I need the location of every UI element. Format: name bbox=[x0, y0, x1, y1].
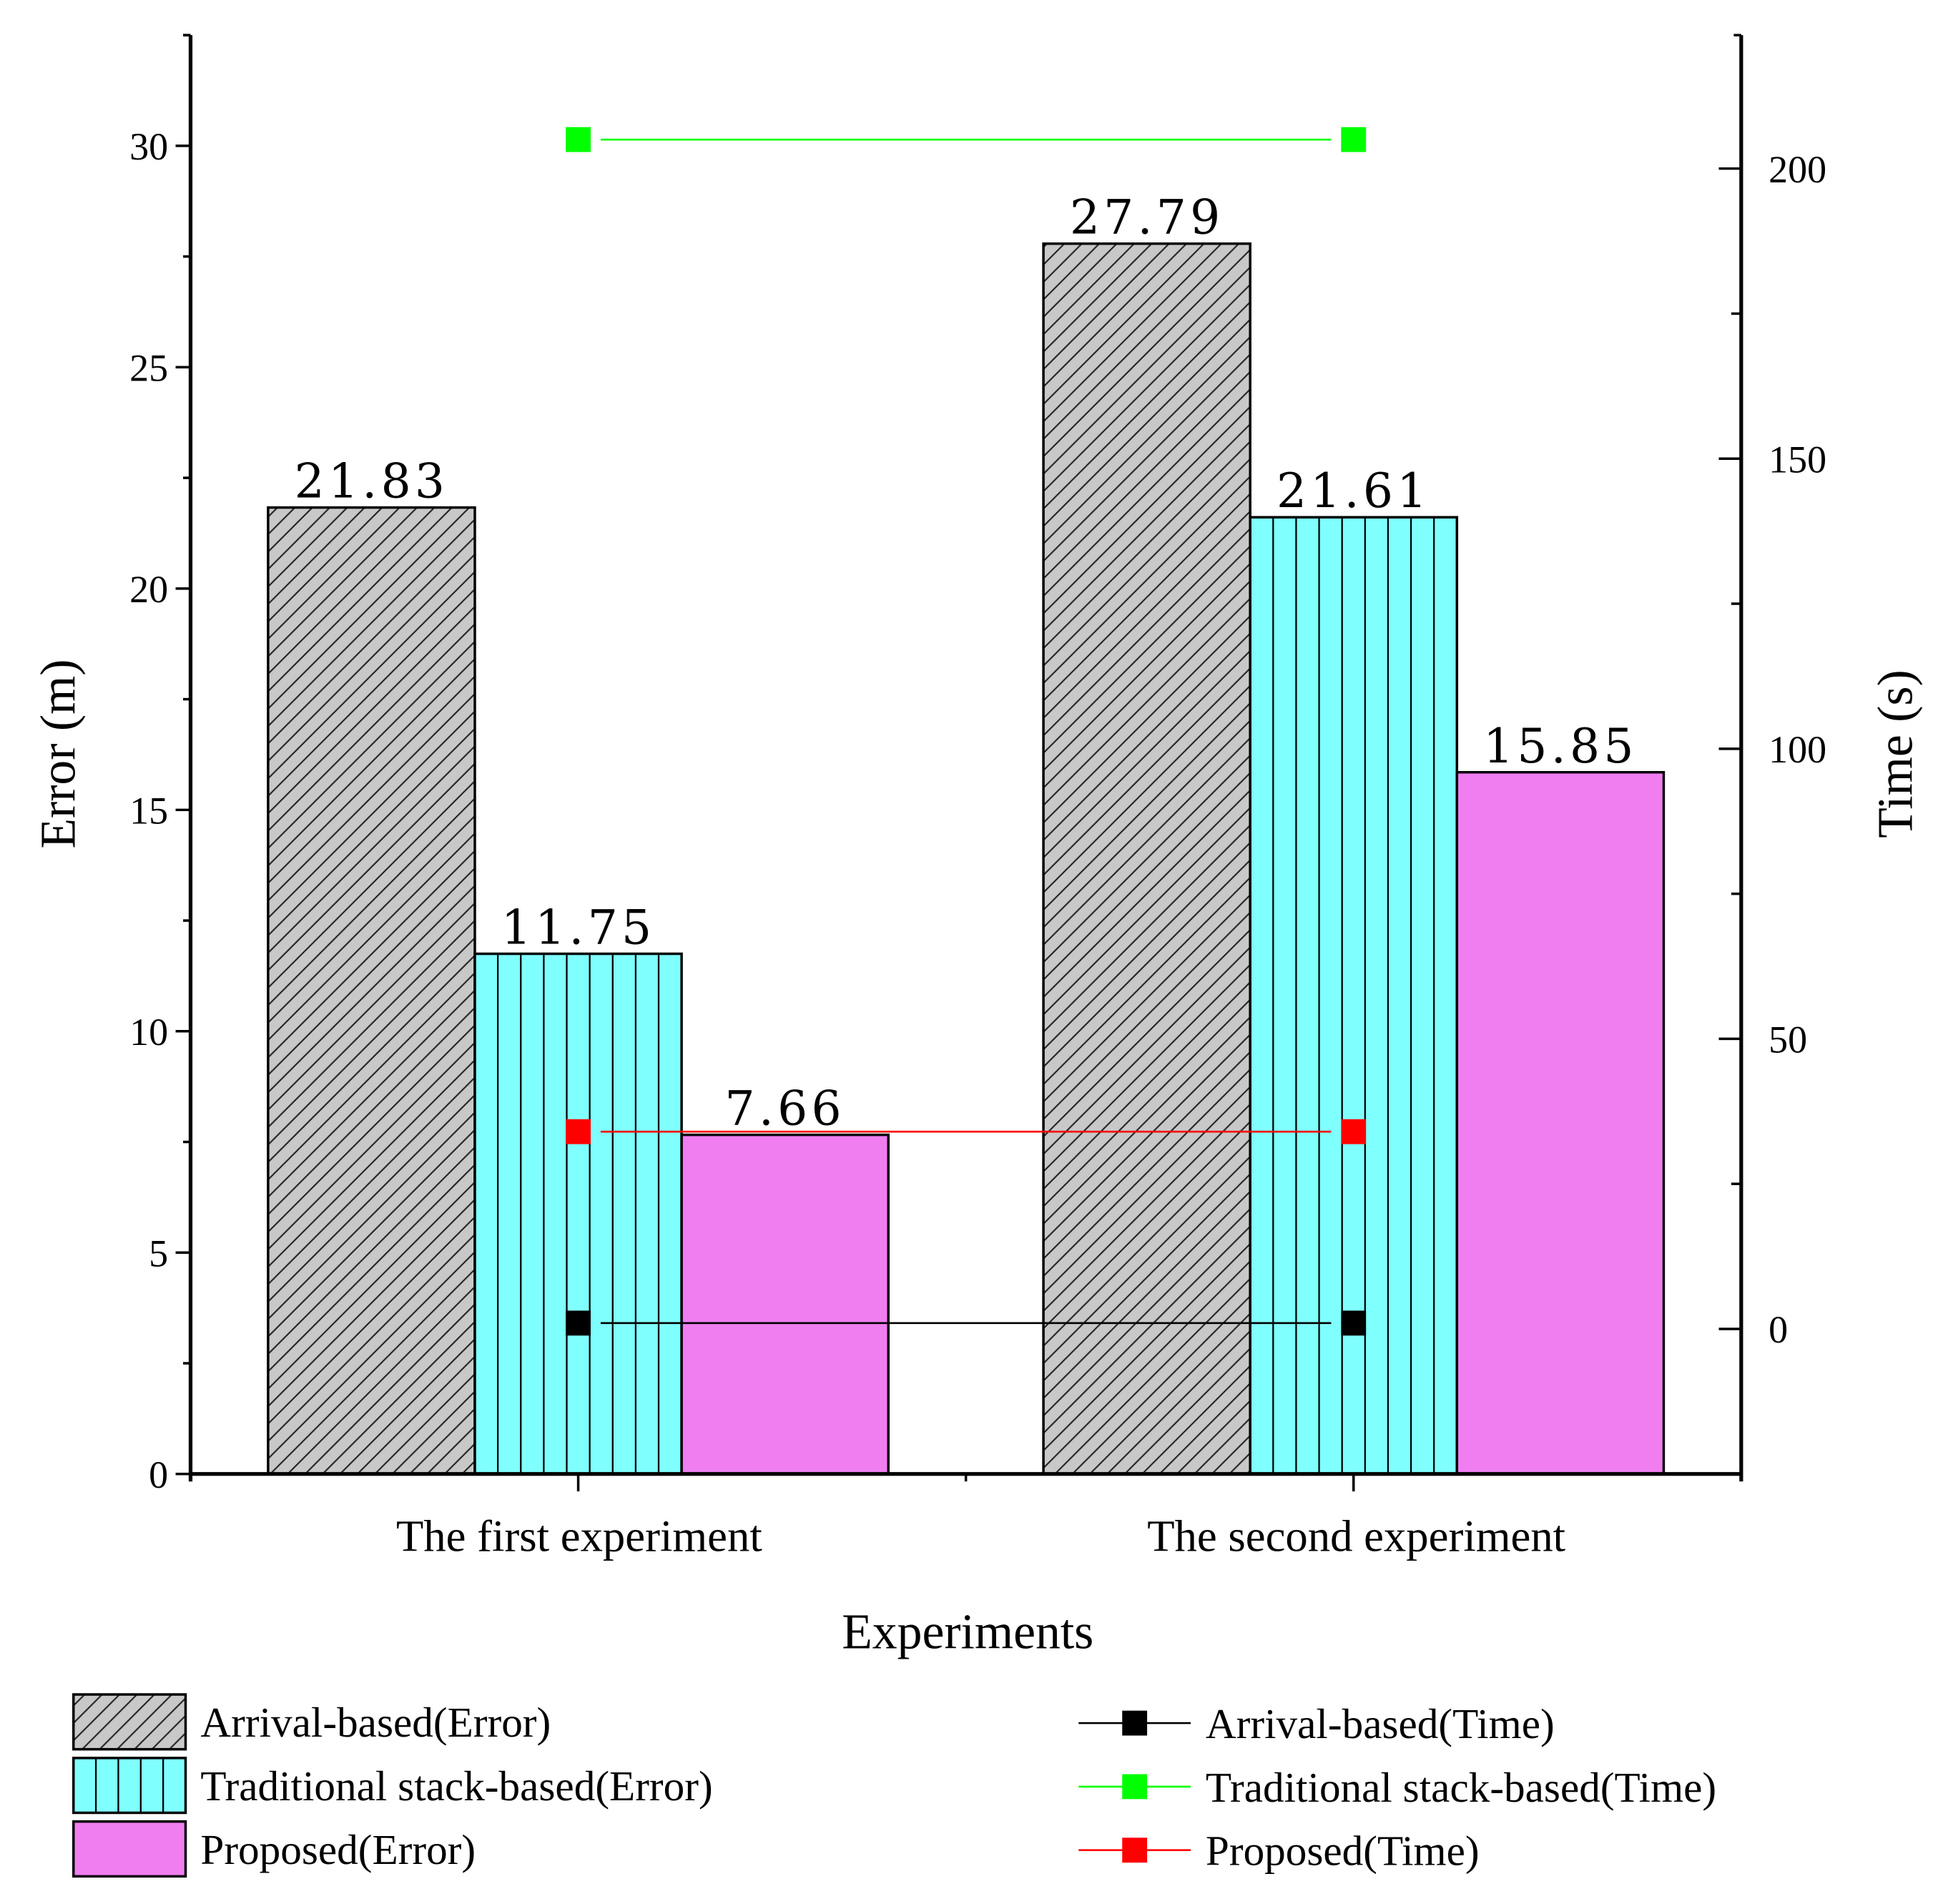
bar-bg bbox=[475, 953, 682, 1474]
bar bbox=[267, 506, 476, 1476]
y2-tick-label: 150 bbox=[1769, 438, 1826, 481]
data-label: 21.61 bbox=[1277, 463, 1431, 519]
y-axis-title: Error (m) bbox=[31, 659, 87, 849]
y-tick-label: 5 bbox=[149, 1232, 168, 1275]
series-marker bbox=[566, 1119, 591, 1144]
bar bbox=[1455, 770, 1666, 1476]
series-marker bbox=[1341, 127, 1367, 152]
data-label: 15.85 bbox=[1483, 719, 1638, 774]
y-tick-label: 25 bbox=[129, 347, 168, 390]
y2-tick-label: 0 bbox=[1769, 1308, 1788, 1351]
series-marker bbox=[1341, 1119, 1367, 1144]
x-tick-label: The second experiment bbox=[1147, 1511, 1565, 1561]
bar bbox=[680, 1133, 890, 1476]
x-tick-label: The first experiment bbox=[396, 1511, 762, 1561]
data-label: 27.79 bbox=[1070, 190, 1224, 245]
legend-swatch bbox=[72, 1693, 187, 1751]
data-label: 11.75 bbox=[501, 901, 656, 956]
legend: Arrival-based(Error) Traditional stack-ba… bbox=[72, 1693, 1716, 1878]
y2-tick-label: 100 bbox=[1769, 728, 1826, 771]
legend-swatch-border bbox=[72, 1757, 187, 1815]
legend-label: Proposed(Time) bbox=[1206, 1827, 1480, 1875]
y-tick-label: 30 bbox=[129, 125, 168, 168]
y2-tick-label: 50 bbox=[1769, 1019, 1807, 1061]
legend-label: Traditional stack-based(Time) bbox=[1206, 1764, 1716, 1811]
series-marker bbox=[1341, 1310, 1367, 1336]
bar bbox=[1042, 242, 1251, 1476]
y-tick-label: 20 bbox=[129, 568, 168, 611]
y2-tick-label: 200 bbox=[1769, 148, 1826, 191]
data-label: 7.66 bbox=[725, 1081, 845, 1137]
plot-area: 21.83 27.79 11.75 21.61 7.66 15.85 0 5 10 15 20 25 3… bbox=[129, 34, 1826, 1496]
series-marker bbox=[566, 127, 591, 152]
data-label: 21.83 bbox=[295, 454, 449, 509]
y-tick-label: 0 bbox=[149, 1453, 168, 1496]
legend-swatch bbox=[72, 1820, 187, 1878]
y-tick-label: 10 bbox=[129, 1011, 168, 1054]
series-marker bbox=[566, 1310, 591, 1336]
legend-label: Traditional stack-based(Error) bbox=[200, 1762, 712, 1810]
x-axis-title: Experiments bbox=[842, 1605, 1093, 1660]
y2-axis-title: Time (s) bbox=[1868, 669, 1923, 838]
legend-marker bbox=[1122, 1774, 1148, 1800]
legend-label: Arrival-based(Time) bbox=[1206, 1700, 1555, 1747]
y-tick-label: 15 bbox=[129, 789, 168, 832]
legend-marker bbox=[1122, 1710, 1148, 1736]
legend-swatch bbox=[73, 1757, 186, 1813]
legend-label: Arrival-based(Error) bbox=[200, 1699, 551, 1746]
legend-marker bbox=[1122, 1837, 1148, 1863]
legend-label: Proposed(Error) bbox=[200, 1826, 476, 1873]
